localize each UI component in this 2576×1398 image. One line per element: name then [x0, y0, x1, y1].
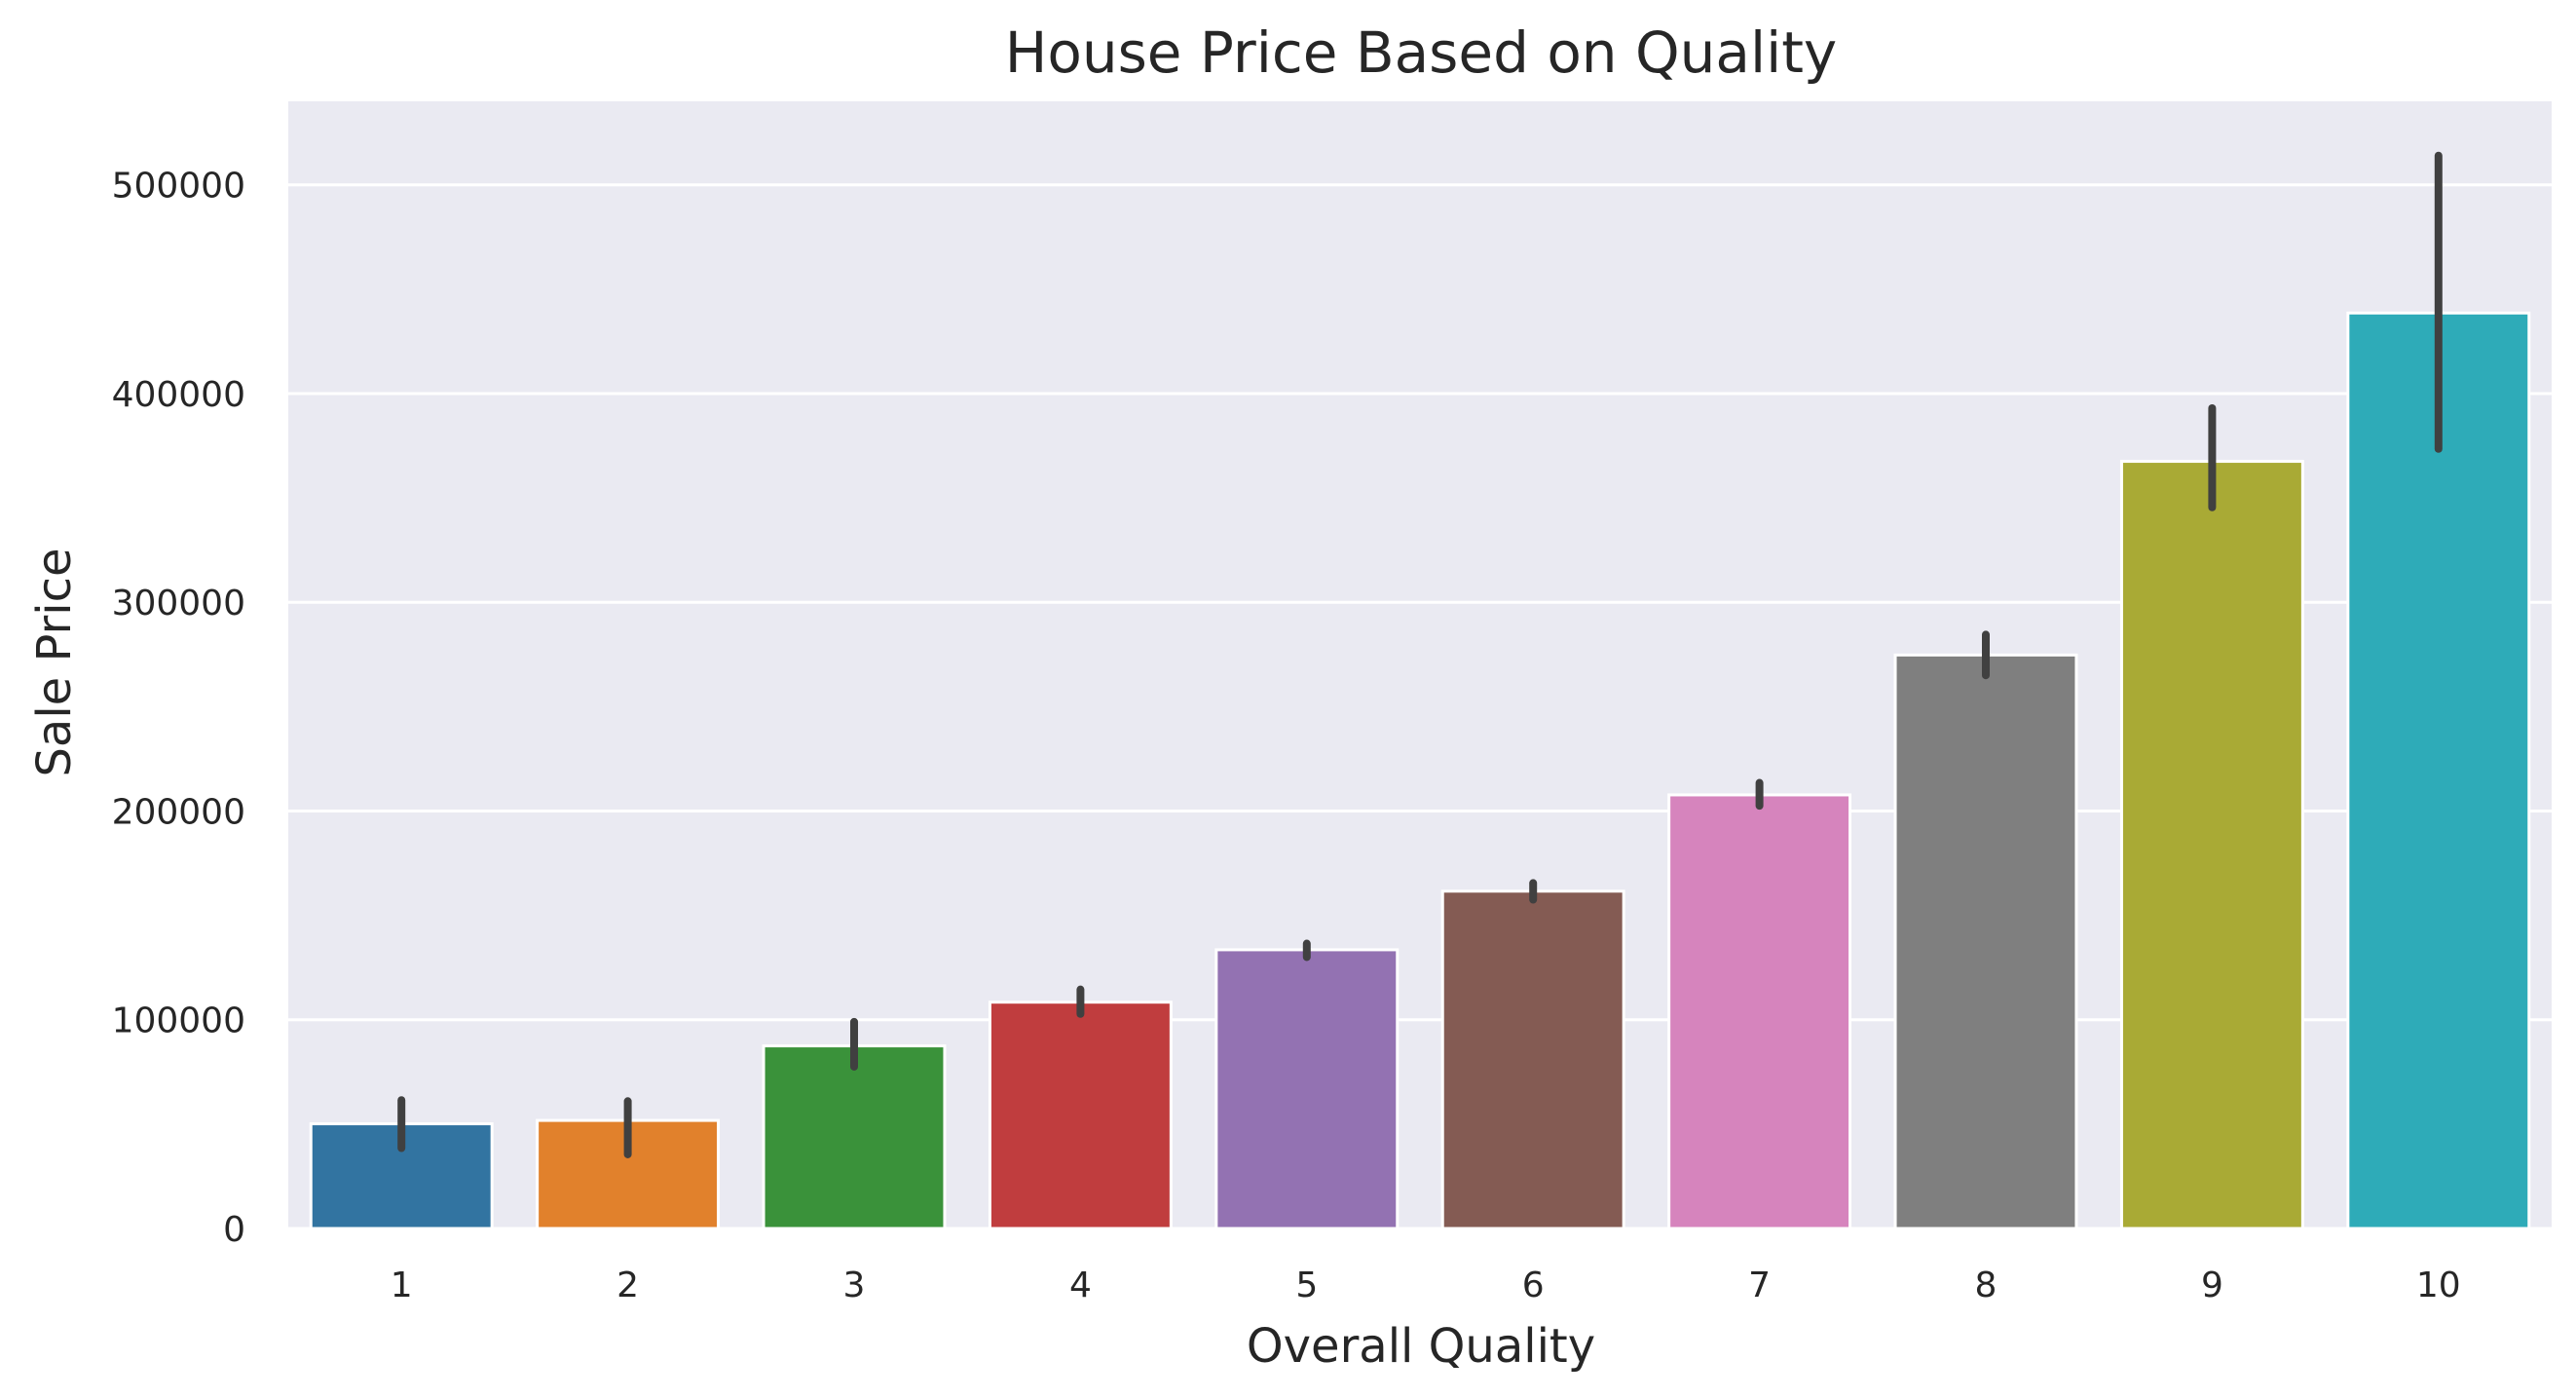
- bar-quality-5: [1214, 948, 1400, 1230]
- x-tick-label: 2: [616, 1266, 639, 1305]
- y-tick-label: 0: [223, 1210, 245, 1250]
- y-axis-ticks: 0 100000 200000 300000 400000 500000: [112, 167, 245, 1250]
- x-tick-label: 4: [1069, 1266, 1092, 1305]
- x-axis-label: Overall Quality: [1247, 1319, 1595, 1374]
- chart-title: House Price Based on Quality: [1005, 19, 1838, 86]
- y-tick-label: 400000: [112, 375, 245, 415]
- y-tick-label: 500000: [112, 167, 245, 207]
- bar-quality-8: [1893, 653, 2078, 1230]
- bar-quality-6: [1440, 889, 1625, 1230]
- x-axis-ticks: 1 2 3 4 5 6 7 8 9 10: [391, 1266, 2461, 1305]
- y-axis-label: Sale Price: [27, 548, 82, 776]
- x-tick-label: 7: [1748, 1266, 1771, 1305]
- bar-quality-9: [2119, 460, 2304, 1230]
- x-tick-label: 9: [2201, 1266, 2223, 1305]
- y-tick-label: 200000: [112, 792, 245, 832]
- bar-quality-4: [988, 1001, 1173, 1230]
- bar-quality-3: [762, 1044, 947, 1230]
- bar-quality-7: [1667, 793, 1852, 1230]
- error-bars: [397, 151, 2443, 1158]
- x-tick-label: 1: [391, 1266, 413, 1305]
- bars: [309, 311, 2531, 1230]
- bar-quality-10: [2346, 311, 2531, 1230]
- x-tick-label: 8: [1975, 1266, 1997, 1305]
- x-tick-label: 10: [2416, 1266, 2461, 1305]
- x-tick-label: 3: [843, 1266, 866, 1305]
- y-tick-label: 100000: [112, 1001, 245, 1041]
- y-tick-label: 300000: [112, 584, 245, 623]
- x-tick-label: 5: [1295, 1266, 1318, 1305]
- x-tick-label: 6: [1522, 1266, 1545, 1305]
